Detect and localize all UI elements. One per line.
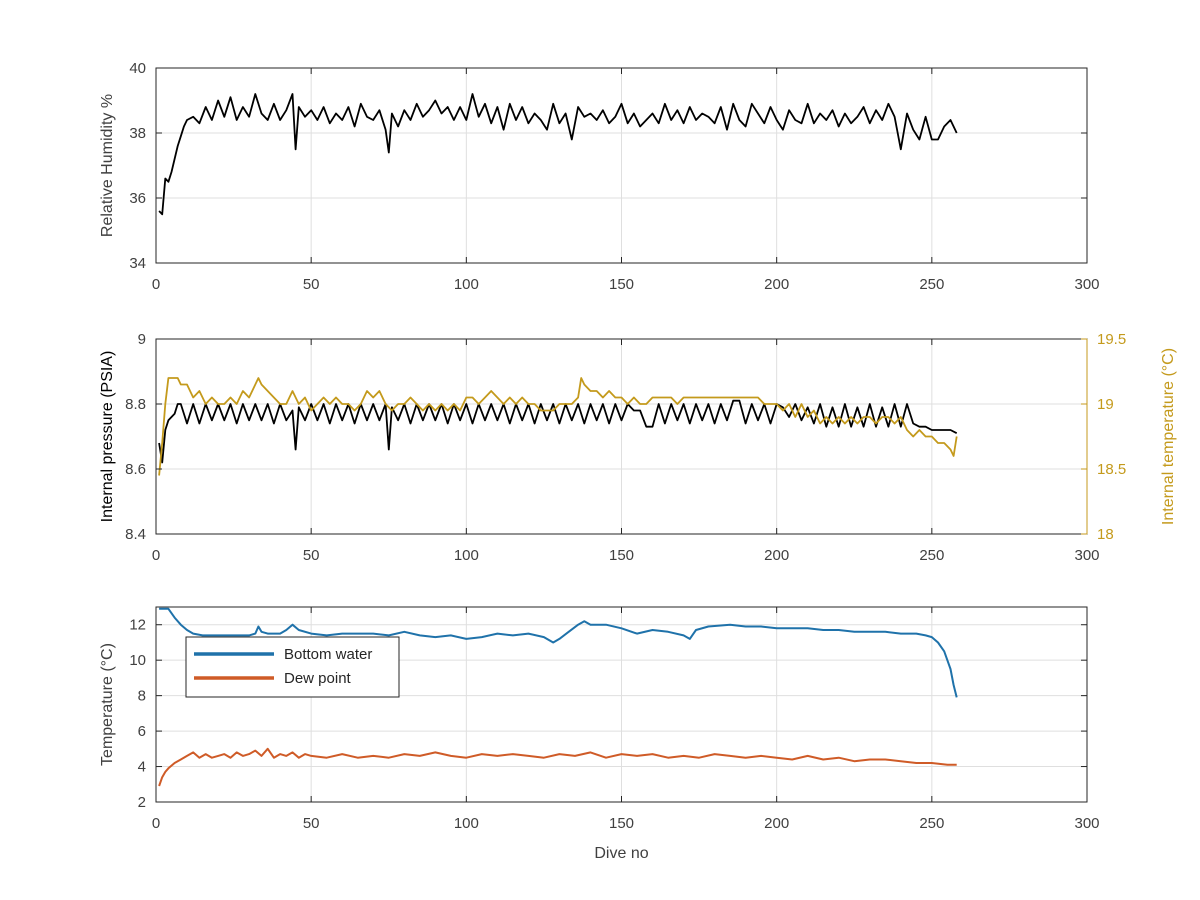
- temperature-y-label: Temperature (°C): [99, 643, 116, 766]
- temperature-x-tick-label: 50: [303, 815, 320, 832]
- temperature-y-tick-label: 12: [129, 617, 146, 634]
- pressure-y-right-tick-label: 18.5: [1097, 461, 1126, 478]
- temperature-x-tick-label: 100: [454, 815, 479, 832]
- humidity-y-tick-label: 34: [129, 255, 146, 272]
- pressure-x-tick-label: 0: [152, 547, 160, 564]
- pressure-y-tick-label: 9: [138, 331, 146, 348]
- pressure-y-right-tick-label: 19: [1097, 396, 1114, 413]
- pressure-x-tick-label: 300: [1074, 547, 1099, 564]
- legend-label-dew-point: Dew point: [284, 670, 352, 687]
- pressure-x-tick-label: 200: [764, 547, 789, 564]
- temperature-x-tick-label: 300: [1074, 815, 1099, 832]
- pressure-y-tick-label: 8.8: [125, 396, 146, 413]
- humidity-x-tick-label: 250: [919, 276, 944, 293]
- pressure-x-tick-label: 250: [919, 547, 944, 564]
- temperature-y-tick-label: 10: [129, 652, 146, 669]
- pressure-x-tick-label: 50: [303, 547, 320, 564]
- bottom-water-series-line: [159, 607, 958, 698]
- humidity-y-tick-label: 40: [129, 60, 146, 77]
- panel-humidity: 0 50 100 150 200 250 300 34 36 38 40 Relative Humid…: [99, 60, 1100, 293]
- temperature-y-tick-label: 8: [138, 688, 146, 705]
- humidity-y-tick-label: 36: [129, 190, 146, 207]
- temperature-x-tick-label: 150: [609, 815, 634, 832]
- humidity-series-line: [158, 93, 958, 216]
- temperature-y-tick-label: 4: [138, 759, 146, 776]
- pressure-x-tick-label: 100: [454, 547, 479, 564]
- humidity-x-tick-label: 200: [764, 276, 789, 293]
- temperature-x-label: Dive no: [594, 845, 648, 862]
- dew-point-series-line: [158, 747, 957, 787]
- internal-temperature-series-line: [158, 377, 958, 476]
- pressure-x-tick-label: 150: [609, 547, 634, 564]
- humidity-x-tick-label: 150: [609, 276, 634, 293]
- humidity-x-tick-label: 100: [454, 276, 479, 293]
- humidity-x-tick-label: 300: [1074, 276, 1099, 293]
- panel-pressure: 0 50 100 150 200 250 300 8.4 8.6 8.8 9 18 18.5 19 19.5…: [99, 331, 1177, 564]
- temperature-x-tick-label: 200: [764, 815, 789, 832]
- legend-label-bottom-water: Bottom water: [284, 646, 372, 663]
- humidity-x-tick-label: 50: [303, 276, 320, 293]
- pressure-y-tick-label: 8.4: [125, 526, 146, 543]
- legend-box: [185, 636, 400, 698]
- humidity-x-tick-label: 0: [152, 276, 160, 293]
- pressure-y-right-tick-label: 19.5: [1097, 331, 1126, 348]
- pressure-y-label: Internal pressure (PSIA): [99, 351, 116, 523]
- pressure-y-tick-label: 8.6: [125, 461, 146, 478]
- temperature-y-tick-label: 6: [138, 723, 146, 740]
- legend: Bottom water Dew point: [185, 636, 400, 698]
- temperature-x-tick-label: 250: [919, 815, 944, 832]
- humidity-y-tick-label: 38: [129, 125, 146, 142]
- pressure-series-line: [158, 399, 958, 464]
- pressure-y-right-label: Internal temperature (°C): [1160, 348, 1177, 525]
- temperature-y-tick-label: 2: [138, 794, 146, 811]
- panel-temperature: 0 50 100 150 200 250 300 2 4 6 8 10 12 Temperature (°…: [99, 606, 1100, 862]
- temperature-x-tick-label: 0: [152, 815, 160, 832]
- humidity-y-label: Relative Humidity %: [99, 94, 116, 237]
- pressure-y-right-tick-label: 18: [1097, 526, 1114, 543]
